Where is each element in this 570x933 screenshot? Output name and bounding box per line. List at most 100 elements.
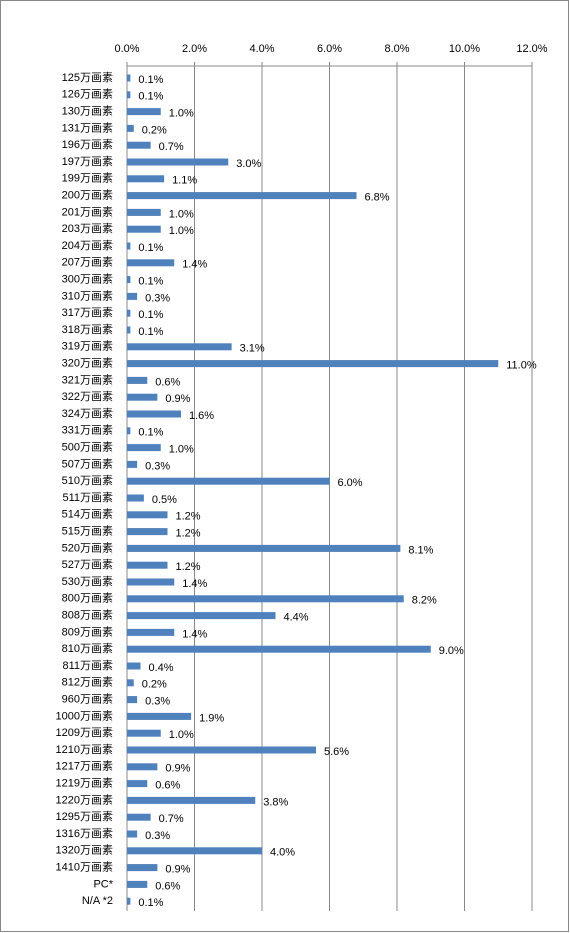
bar <box>127 326 131 334</box>
value-label: 0.1% <box>138 91 163 103</box>
value-label: 1.0% <box>169 225 194 237</box>
bar <box>127 880 148 888</box>
value-label: 0.5% <box>152 494 177 506</box>
value-label: 9.0% <box>439 645 464 657</box>
value-label: 0.1% <box>138 326 163 338</box>
bar <box>127 897 131 905</box>
y-tick-label: 317万画素 <box>62 306 113 319</box>
y-tick-label: 808万画素 <box>62 609 113 622</box>
y-tick-label: 319万画素 <box>62 340 113 353</box>
bar <box>127 192 357 200</box>
value-label: 0.1% <box>138 897 163 909</box>
y-tick-label: 310万画素 <box>62 289 113 302</box>
bar <box>127 208 161 216</box>
value-label: 11.0% <box>506 360 537 372</box>
value-label: 1.2% <box>176 561 201 573</box>
value-label: 0.1% <box>138 276 163 288</box>
value-label: 3.0% <box>236 158 261 170</box>
value-label: 6.0% <box>338 477 363 489</box>
y-tick-label: 1316万画素 <box>56 827 113 840</box>
bar <box>127 561 168 569</box>
bar <box>127 763 158 771</box>
bar <box>127 679 134 687</box>
bar <box>127 813 151 821</box>
bar <box>127 460 138 468</box>
value-label: 1.1% <box>172 175 197 187</box>
value-label: 1.4% <box>182 628 207 640</box>
bar <box>127 242 131 250</box>
bar <box>127 544 401 552</box>
y-tick-label: 530万画素 <box>62 575 113 588</box>
y-tick-label: 324万画素 <box>62 407 113 420</box>
y-tick-label: 203万画素 <box>62 222 113 235</box>
y-tick-label: 1217万画素 <box>56 760 113 773</box>
value-label: 0.1% <box>138 309 163 321</box>
bar <box>127 124 134 132</box>
y-tick-label: 1295万画素 <box>56 810 113 823</box>
x-tick-label: 6.0% <box>317 43 342 55</box>
value-label: 1.2% <box>176 511 201 523</box>
bar <box>127 477 330 485</box>
y-tick-label: 800万画素 <box>62 592 113 605</box>
y-tick-label: 201万画素 <box>62 205 113 218</box>
y-tick-label: 1000万画素 <box>56 709 113 722</box>
bar <box>127 511 168 519</box>
y-tick-label: 130万画素 <box>62 105 113 118</box>
bar <box>127 360 499 368</box>
value-label: 5.6% <box>324 746 349 758</box>
bar <box>127 612 276 620</box>
y-tick-label: 125万画素 <box>62 71 113 84</box>
x-tick-label: 12.0% <box>516 43 547 55</box>
value-label: 0.6% <box>155 376 180 388</box>
bar <box>127 91 131 99</box>
value-label: 1.4% <box>182 578 207 590</box>
y-tick-label: 520万画素 <box>62 541 113 554</box>
value-label: 4.4% <box>284 612 309 624</box>
value-label: 0.9% <box>165 393 190 405</box>
bar <box>127 712 192 720</box>
value-label: 1.6% <box>189 410 214 422</box>
bar <box>127 427 131 435</box>
bar <box>127 141 151 149</box>
bar <box>127 292 138 300</box>
y-tick-label: 812万画素 <box>62 676 113 689</box>
bar <box>127 309 131 317</box>
bar <box>127 830 138 838</box>
y-tick-label: 207万画素 <box>62 256 113 269</box>
value-label: 0.2% <box>142 124 167 136</box>
bar <box>127 376 148 384</box>
value-label: 1.4% <box>182 259 207 271</box>
y-tick-label: 809万画素 <box>62 625 113 638</box>
value-label: 0.6% <box>155 780 180 792</box>
value-label: 0.7% <box>159 813 184 825</box>
value-label: 0.2% <box>142 679 167 691</box>
bar <box>127 410 181 418</box>
y-tick-label: 321万画素 <box>62 373 113 386</box>
bar <box>127 696 138 704</box>
y-tick-label: 199万画素 <box>62 172 113 185</box>
x-tick-label: 10.0% <box>449 43 480 55</box>
value-label: 0.9% <box>165 864 190 876</box>
bar <box>127 645 431 653</box>
bar <box>127 729 161 737</box>
bar <box>127 628 175 636</box>
bar <box>127 393 158 401</box>
value-label: 1.9% <box>199 712 224 724</box>
bar <box>127 578 175 586</box>
y-tick-label: 131万画素 <box>62 121 113 134</box>
value-label: 0.9% <box>165 763 190 775</box>
x-tick-label: 4.0% <box>249 43 274 55</box>
y-tick-label: 960万画素 <box>62 693 113 706</box>
value-label: 8.2% <box>412 595 437 607</box>
value-label: 0.3% <box>145 830 170 842</box>
y-tick-label: 331万画素 <box>62 424 113 437</box>
bar <box>127 225 161 233</box>
value-label: 0.1% <box>138 242 163 254</box>
x-tick-label: 2.0% <box>182 43 207 55</box>
y-tick-label: 196万画素 <box>62 138 113 151</box>
bar <box>127 108 161 116</box>
value-label: 1.2% <box>176 528 201 540</box>
bar <box>127 595 404 603</box>
